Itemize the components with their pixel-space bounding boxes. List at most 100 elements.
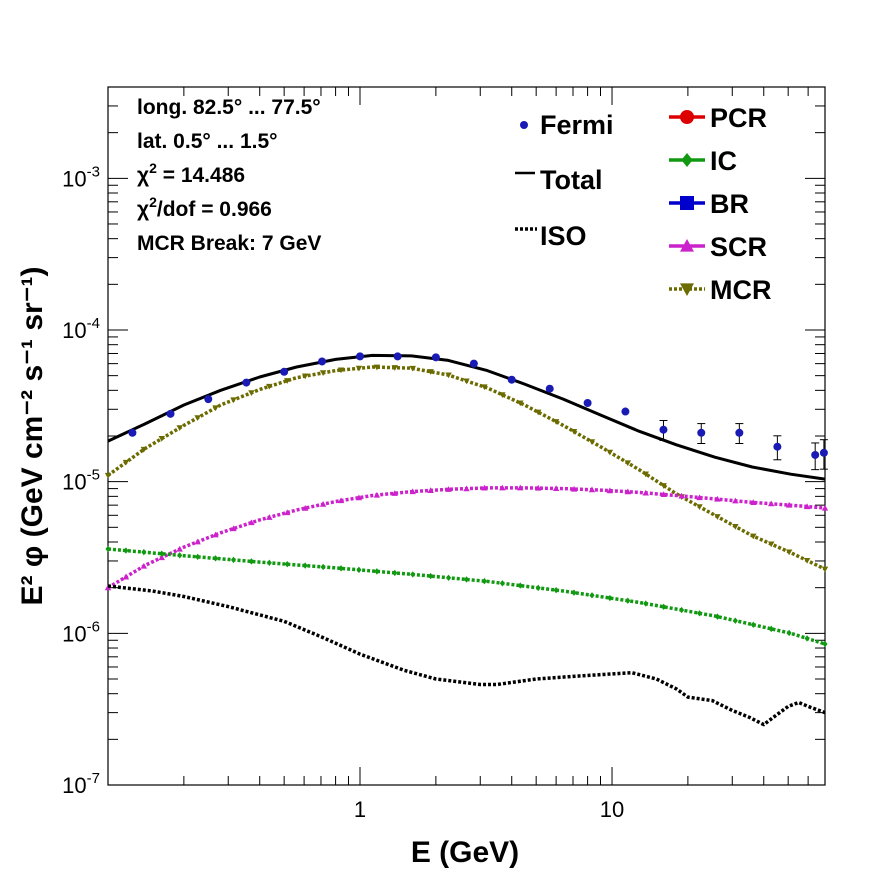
fermi-marker (318, 357, 327, 366)
fermi-marker (621, 407, 630, 416)
series-marker-mcr (499, 392, 506, 399)
series-marker-mcr (570, 429, 578, 435)
fermi-marker (545, 384, 554, 393)
legend-marker-fermi (520, 121, 528, 129)
fermi-point (318, 357, 327, 366)
series-marker-scr (606, 487, 614, 494)
series-marker-ic (212, 555, 219, 562)
fermi-marker (773, 442, 782, 451)
series-marker-ic (159, 550, 165, 557)
legend-marker (680, 110, 694, 124)
fermi-point (507, 375, 516, 384)
series-marker-mcr (732, 523, 739, 530)
y-tick-label: 10-6 (62, 618, 100, 646)
series-marker-mcr (768, 541, 775, 548)
y-tick-label: 10-3 (62, 163, 100, 191)
series-marker-scr (158, 554, 165, 561)
fermi-marker (166, 409, 175, 418)
series-marker-mcr (606, 449, 614, 456)
series-marker-mcr (355, 365, 363, 372)
series-marker-ic (284, 560, 290, 568)
series-marker-ic (607, 594, 613, 602)
legend-item-fermi: Fermi (520, 110, 614, 140)
series-marker-mcr (409, 365, 416, 372)
fermi-marker (811, 450, 820, 459)
series-marker-mcr (427, 369, 434, 375)
series-marker-scr (266, 514, 273, 520)
series-marker-ic (248, 558, 254, 565)
series-marker-ic (786, 629, 792, 637)
series-marker-ic (804, 635, 810, 642)
fermi-marker (356, 352, 365, 361)
series-marker-ic (105, 545, 111, 553)
series-total (107, 353, 826, 481)
fermi-marker (819, 448, 828, 457)
series-marker-ic (589, 592, 595, 599)
series-marker-scr (660, 491, 667, 498)
series-marker-ic (374, 568, 380, 575)
fermi-marker (431, 353, 440, 362)
series-marker-mcr (803, 557, 811, 564)
series-marker-ic (428, 572, 434, 580)
plot-curves (104, 353, 829, 727)
series-marker-scr (768, 500, 775, 507)
x-axis-label: E (GeV) (411, 836, 519, 869)
legend-marker (680, 239, 694, 252)
legend-item-mcr: MCR (669, 275, 772, 305)
series-marker-ic (571, 589, 577, 596)
series-marker-ic (446, 574, 452, 581)
series-line-total (107, 353, 826, 481)
series-marker-mcr (696, 504, 703, 510)
series-marker-mcr (463, 378, 470, 385)
series-marker-scr (552, 485, 560, 492)
series-marker-ic (410, 571, 416, 578)
fermi-point (356, 352, 365, 361)
series-marker-scr (785, 501, 793, 508)
series-marker-scr (499, 484, 506, 491)
series-marker-ic (481, 577, 487, 585)
series-marker-scr (714, 495, 721, 502)
series-marker-mcr (588, 439, 596, 446)
legend-label: MCR (710, 275, 772, 305)
series-marker-ic (338, 565, 344, 572)
series-marker-ic (714, 613, 721, 620)
series-marker-mcr (158, 435, 165, 442)
series-marker-mcr (642, 471, 649, 478)
legend-item-pcr: PCR (669, 103, 767, 133)
series-marker-scr (821, 504, 829, 511)
series-marker-scr (642, 489, 649, 496)
fermi-point (773, 435, 782, 461)
series-marker-ic (230, 556, 237, 564)
series-marker-scr (463, 485, 470, 492)
fermi-point (242, 378, 251, 387)
series-marker-ic (768, 625, 774, 633)
x-tick-label: 10 (600, 797, 624, 822)
series-marker-scr (194, 538, 201, 545)
fermi-point (819, 439, 828, 470)
series-marker-ic (195, 553, 201, 561)
series-marker-scr (517, 484, 524, 491)
series-marker-mcr (391, 365, 398, 371)
info-box: long. 82.5° ... 77.5° lat. 0.5° ... 1.5° χ… (137, 96, 321, 255)
fermi-point (545, 384, 554, 393)
series-marker-mcr (212, 405, 219, 412)
series-marker-mcr (104, 472, 112, 479)
legend-item-br: BR (669, 189, 749, 219)
series-marker-mcr (445, 372, 452, 379)
series-marker-mcr (284, 378, 291, 384)
fermi-point (166, 409, 175, 418)
series-marker-ic (553, 586, 559, 594)
series-scr (104, 484, 829, 591)
fermi-points (128, 352, 828, 471)
legend-item-scr: SCR (669, 232, 767, 262)
y-axis-label: E² φ (GeV cm⁻² s⁻¹ sr⁻¹) (16, 266, 49, 605)
series-marker-scr (122, 573, 130, 580)
series-marker-mcr (517, 400, 524, 407)
info-line: lat. 0.5° ... 1.5° (137, 130, 278, 153)
series-marker-ic (356, 566, 362, 574)
series-marker-scr (230, 525, 237, 532)
fermi-point (621, 407, 630, 416)
legend: Fermi Total ISO PCR IC BR SCR MCR (515, 103, 772, 305)
legend-marker (680, 283, 694, 296)
series-marker-scr (570, 485, 578, 492)
